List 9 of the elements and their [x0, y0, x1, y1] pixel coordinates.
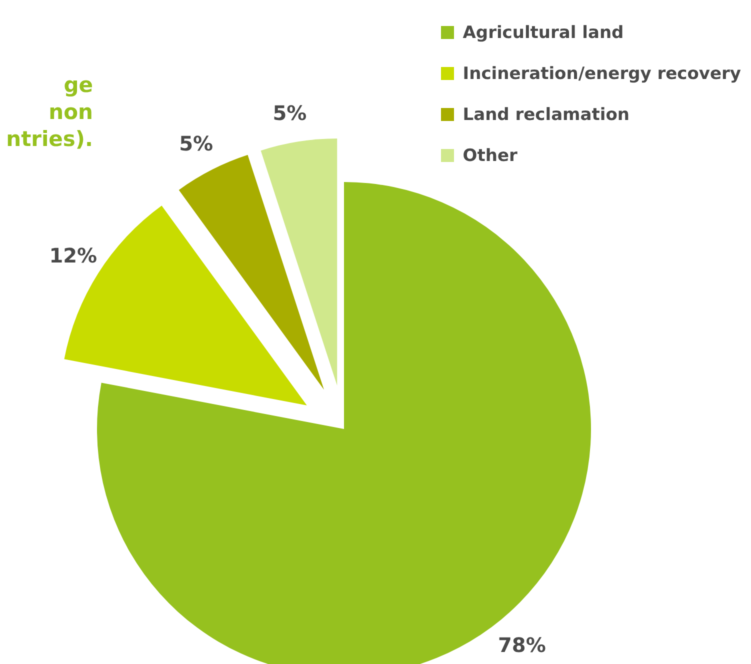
data-label: 5%	[179, 131, 214, 156]
data-label: 5%	[272, 101, 307, 126]
legend-label: Incineration/energy recovery	[462, 64, 741, 84]
legend-label: Agricultural land	[462, 22, 624, 42]
text: ge non ntries).	[6, 72, 93, 153]
legend-label: Land reclamation	[462, 104, 630, 124]
legend-label: Other	[462, 146, 518, 166]
data-label: 78%	[498, 633, 546, 658]
data-label: 12%	[49, 243, 98, 268]
